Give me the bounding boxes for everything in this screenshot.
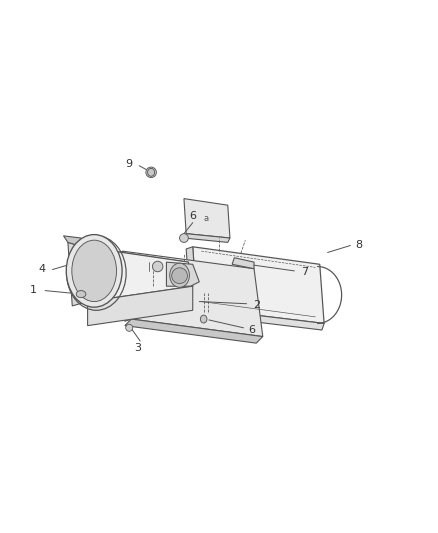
Text: 1: 1: [29, 285, 36, 295]
Circle shape: [126, 324, 133, 332]
Polygon shape: [232, 258, 254, 269]
Text: 8: 8: [356, 240, 363, 251]
Circle shape: [152, 261, 163, 272]
Polygon shape: [184, 233, 230, 243]
Text: 6: 6: [248, 325, 255, 335]
Circle shape: [172, 268, 187, 284]
Text: 7: 7: [301, 266, 308, 277]
Polygon shape: [193, 247, 324, 324]
Text: 2: 2: [253, 300, 260, 310]
Polygon shape: [166, 262, 199, 286]
Text: a: a: [203, 214, 208, 223]
Polygon shape: [116, 251, 131, 321]
Circle shape: [180, 233, 188, 243]
Ellipse shape: [66, 235, 122, 307]
Polygon shape: [123, 251, 263, 336]
Circle shape: [146, 167, 156, 177]
Text: 3: 3: [134, 343, 141, 352]
Polygon shape: [186, 247, 197, 310]
Ellipse shape: [201, 315, 207, 323]
Ellipse shape: [72, 240, 117, 302]
Text: 4: 4: [38, 264, 45, 273]
Polygon shape: [88, 286, 193, 326]
Polygon shape: [68, 243, 88, 306]
Polygon shape: [83, 247, 193, 302]
Polygon shape: [195, 308, 324, 330]
Polygon shape: [64, 236, 83, 247]
Ellipse shape: [148, 168, 155, 176]
Ellipse shape: [170, 263, 189, 287]
Text: 9: 9: [126, 159, 133, 168]
Polygon shape: [125, 319, 263, 343]
Text: 6: 6: [189, 211, 196, 221]
Polygon shape: [184, 199, 230, 238]
Ellipse shape: [76, 290, 86, 297]
